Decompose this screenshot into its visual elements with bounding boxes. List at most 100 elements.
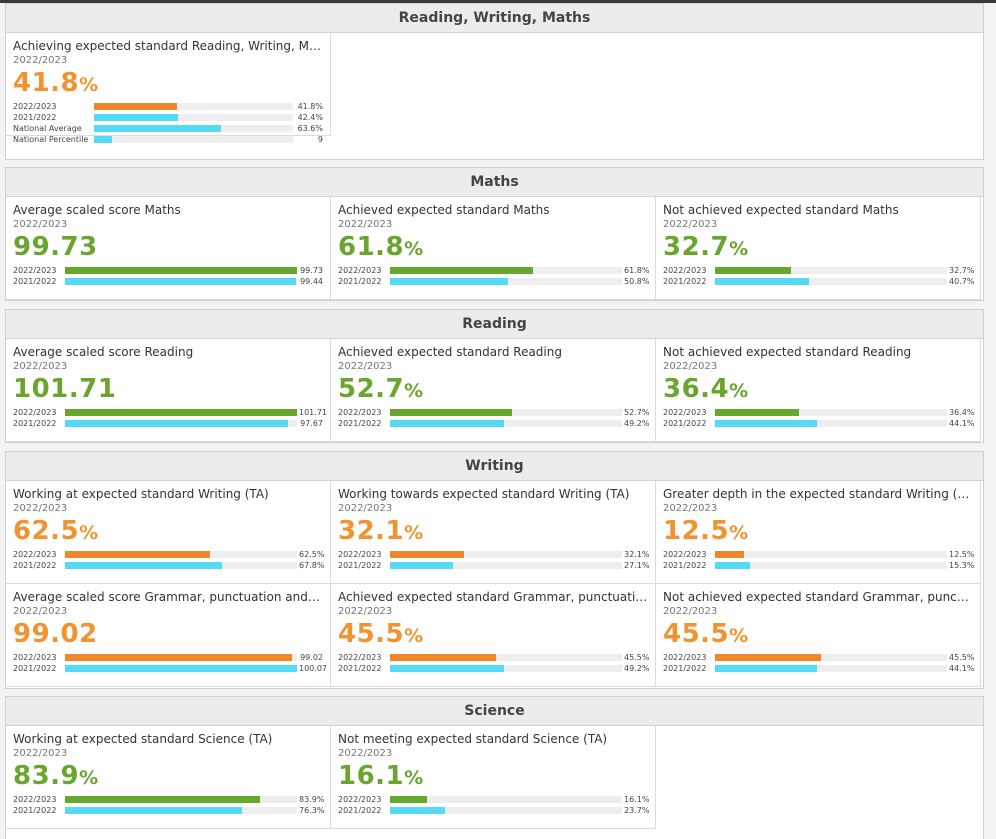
comparison-bar-row: 2022/2023 83.9% [13,794,324,805]
bar-fill [65,551,210,558]
metric-title: Greater depth in the expected standard W… [663,487,973,501]
metric-value: 99.73 [13,231,323,265]
metric-value-number: 32.1 [338,516,405,546]
bar-value: 50.8% [624,277,650,286]
comparison-bar-row: 2021/2022 42.4% [13,112,323,123]
metric-year: 2022/2023 [13,361,68,372]
bar-value: 41.8% [297,102,323,111]
metric-value: 101.71 [13,373,323,407]
bar-value: 61.8% [624,266,650,275]
metric-value-unit: % [729,380,749,402]
metric-value-unit: % [404,238,424,260]
bar-value: 97.67 [300,419,323,428]
bar-label: 2022/2023 [663,266,707,275]
metric-value-number: 52.7 [338,374,405,404]
metric-value-number: 16.1 [338,761,405,791]
bar-value: 52.7% [624,408,650,417]
bar-fill [65,654,293,661]
bar-label: 2021/2022 [13,664,57,673]
metric-card-achieved-expected-standard-grammar-punctuation-and[interactable]: Achieved expected standard Grammar, punc… [331,584,656,687]
bar-fill [390,562,453,569]
bar-label: 2022/2023 [663,550,707,559]
comparison-bar-row: 2022/2023 41.8% [13,101,323,112]
bar-fill [65,562,223,569]
bar-label: 2022/2023 [13,408,57,417]
metric-card-not-achieved-expected-standard-reading[interactable]: Not achieved expected standard Reading 20… [656,339,981,442]
bar-track [65,278,297,285]
metric-value-unit: % [404,625,424,647]
bar-value: 44.1% [949,419,975,428]
metric-card-not-achieved-expected-standard-grammar-punctuation[interactable]: Not achieved expected standard Grammar, … [656,584,981,687]
metric-value-number: 99.02 [13,619,98,649]
bar-label: 2021/2022 [663,277,707,286]
bar-value: 23.7% [624,806,650,815]
bar-value: 42.4% [297,113,323,122]
metric-title: Working at expected standard Science (TA… [13,732,273,746]
bar-value: 49.2% [624,664,650,673]
comparison-bar-row: 2022/2023 36.4% [663,407,975,418]
bar-value: 101.71 [299,408,327,417]
metric-card-average-scaled-score-reading[interactable]: Average scaled score Reading 2022/2023 101… [6,339,331,442]
bar-track [65,562,297,569]
metric-card-average-scaled-score-maths[interactable]: Average scaled score Maths 2022/2023 99.73… [6,197,331,300]
bar-value: 67.8% [299,561,325,570]
metric-card-working-towards-expected-standard-writing-ta[interactable]: Working towards expected standard Writin… [331,481,656,584]
bar-fill [390,796,428,803]
metric-value-number: 32.7 [663,232,730,262]
bar-fill [715,551,744,558]
bar-fill [65,409,297,416]
bar-track [715,278,947,285]
metric-year: 2022/2023 [338,606,393,617]
bar-fill [65,267,297,274]
bar-fill [94,125,221,132]
bar-track [390,654,622,661]
bar-track [390,562,622,569]
bar-fill [390,654,496,661]
metric-card-greater-depth-in-the-expected-standard-writing-ta[interactable]: Greater depth in the expected standard W… [656,481,981,584]
bar-fill [390,278,508,285]
bar-track [65,796,297,803]
bar-fill [390,409,513,416]
bar-value: 99.73 [300,266,323,275]
bar-fill [65,807,243,814]
comparison-bar-row: National Percentile 9 [13,134,323,145]
bar-value: 45.5% [624,653,650,662]
metric-value: 52.7% [338,373,648,407]
metric-title: Average scaled score Maths [13,203,181,217]
section-title: Science [6,697,983,726]
metric-card-average-scaled-score-grammar-punctuation-and-spelling[interactable]: Average scaled score Grammar, punctuatio… [6,584,331,687]
metric-year: 2022/2023 [338,361,393,372]
metric-value: 62.5% [13,515,323,549]
metric-card-not-achieved-expected-standard-maths[interactable]: Not achieved expected standard Maths 2022… [656,197,981,300]
metric-card-achieved-expected-standard-reading[interactable]: Achieved expected standard Reading 2022/2… [331,339,656,442]
metric-value-number: 62.5 [13,516,80,546]
bar-track [65,267,297,274]
metric-value-number: 61.8 [338,232,405,262]
metric-card-not-meeting-expected-standard-science-ta[interactable]: Not meeting expected standard Science (T… [331,726,656,829]
card-grid: Working at expected standard Writing (TA… [6,481,983,687]
metric-card-working-at-expected-standard-science-ta[interactable]: Working at expected standard Science (TA… [6,726,331,829]
bar-label: National Average [13,124,82,133]
comparison-bar-row: 2022/2023 101.71 [13,407,327,418]
comparison-bar-row: 2021/2022 99.44 [13,276,323,287]
bar-label: 2021/2022 [338,277,382,286]
metric-card-achieving-expected-standard-reading-writing-maths[interactable]: Achieving expected standard Reading, Wri… [6,33,331,144]
metric-year: 2022/2023 [13,219,68,230]
comparison-bar-row: National Average 63.6% [13,123,323,134]
bar-fill [390,267,534,274]
metric-value-number: 12.5 [663,516,730,546]
bar-label: 2022/2023 [13,550,57,559]
comparison-bar-row: 2022/2023 32.7% [663,265,974,276]
bar-value: 36.4% [949,408,975,417]
bar-track [94,114,293,121]
bar-track [715,562,947,569]
bar-label: 2022/2023 [338,653,382,662]
card-grid: Working at expected standard Science (TA… [6,726,983,829]
metric-value-unit: % [729,522,749,544]
metric-card-achieved-expected-standard-maths[interactable]: Achieved expected standard Maths 2022/202… [331,197,656,300]
metric-card-working-at-expected-standard-writing-ta[interactable]: Working at expected standard Writing (TA… [6,481,331,584]
bar-fill [715,278,810,285]
metric-title: Average scaled score Reading [13,345,194,359]
bar-fill [94,103,178,110]
bar-value: 12.5% [949,550,975,559]
